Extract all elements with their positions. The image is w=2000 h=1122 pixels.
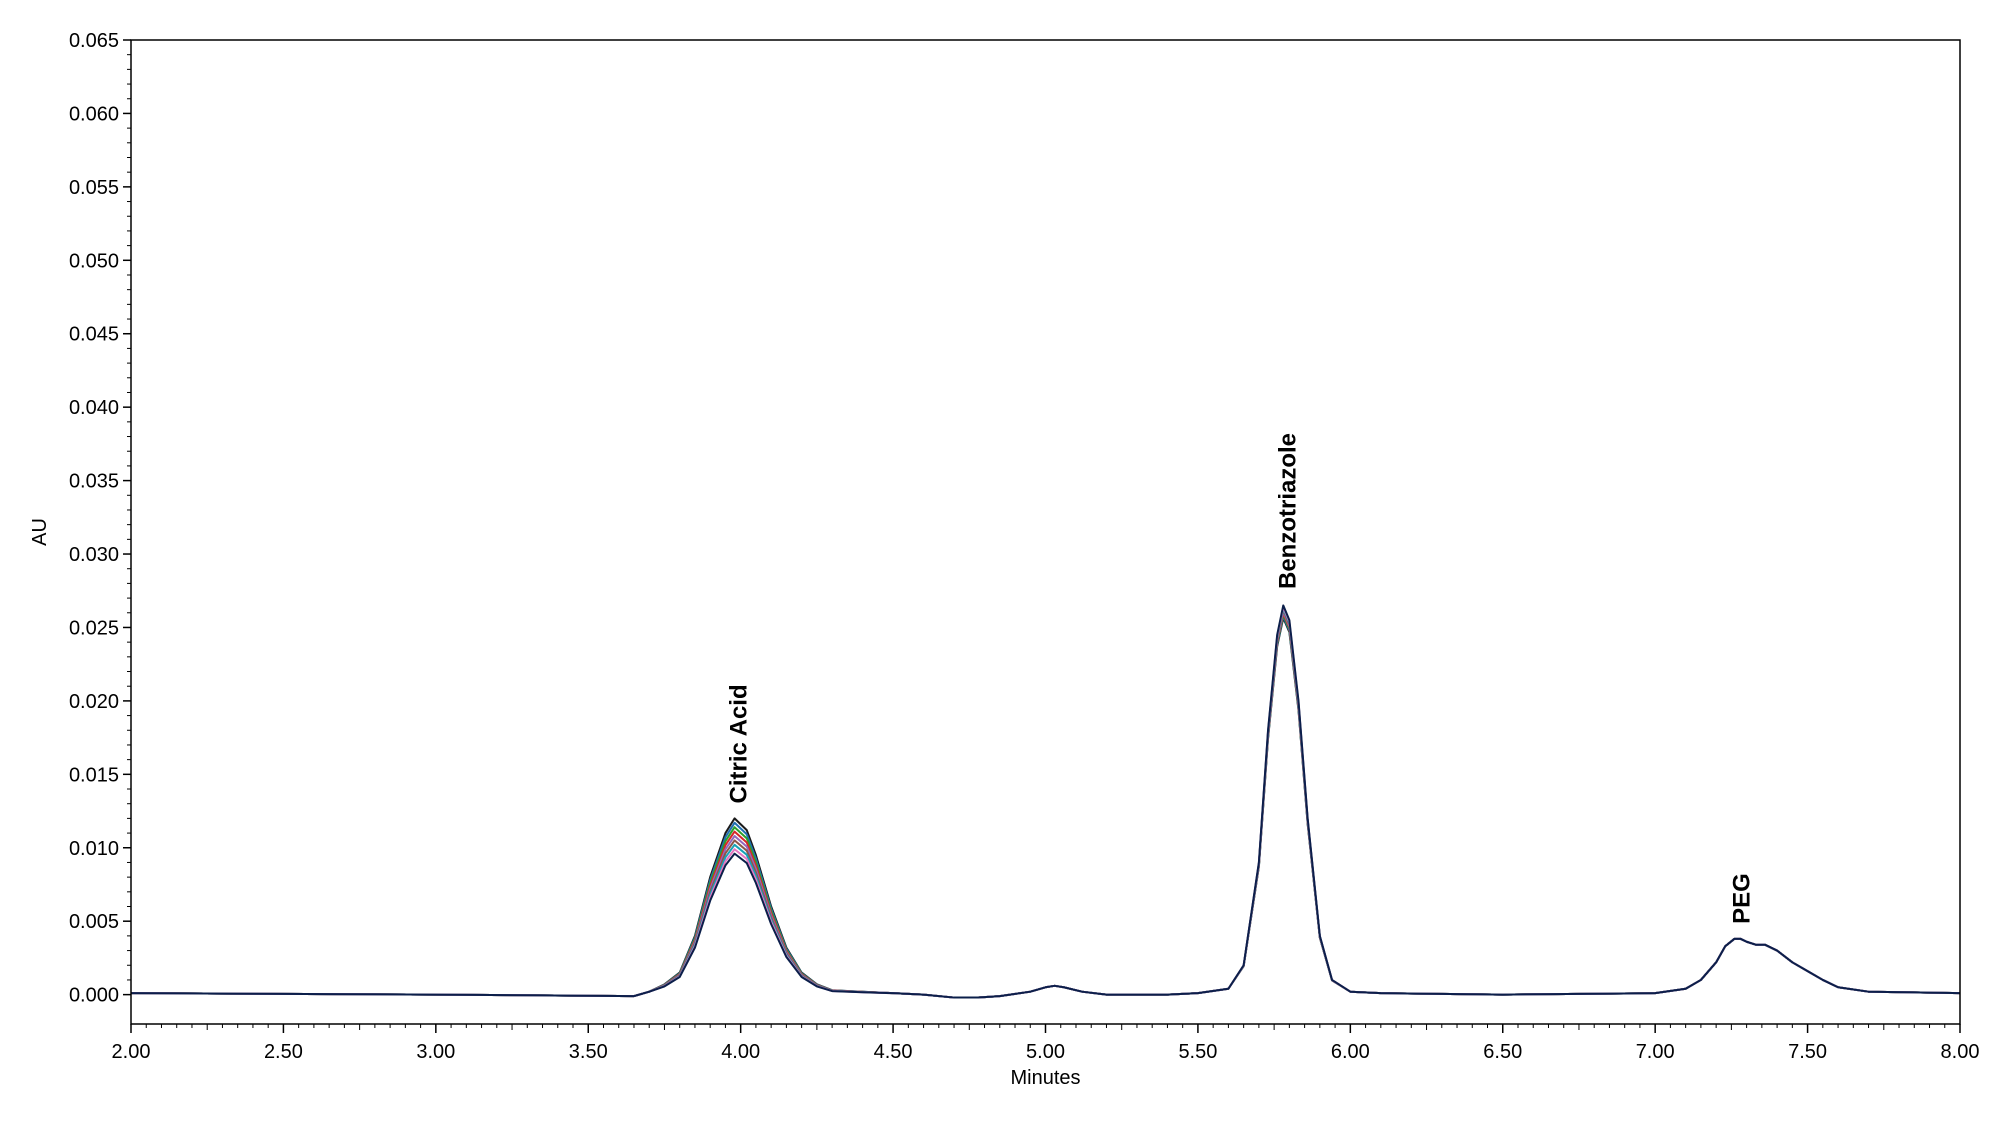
y-tick-label: 0.025 [69,617,119,639]
x-tick-label: 8.00 [1941,1041,1980,1063]
x-tick-label: 4.00 [721,1041,760,1063]
y-tick-label: 0.060 [69,103,119,125]
y-tick-label: 0.055 [69,177,119,199]
y-tick-label: 0.005 [69,911,119,933]
trace-run-9 [130,604,1961,999]
y-tick-label: 0.035 [69,471,119,493]
x-tick-label: 6.50 [1483,1041,1522,1063]
y-tick-label: 0.020 [69,691,119,713]
y-axis-title: AU [29,518,51,546]
x-tick-label: 7.00 [1636,1041,1675,1063]
y-tick-label: 0.000 [69,985,119,1007]
y-tick-label: 0.050 [69,250,119,272]
x-tick-label: 5.50 [1178,1041,1217,1063]
x-tick-label: 3.00 [416,1041,455,1063]
y-axis: 0.000 0.005 0.010 0.015 0.020 0.025 0.030 0.035… [69,30,131,1007]
y-tick-label: 0.045 [69,324,119,346]
peak-label: PEG [1729,873,1756,924]
y-tick-label: 0.015 [69,764,119,786]
x-tick-label: 2.50 [264,1041,303,1063]
peak-label: Citric Acid [726,684,753,803]
x-tick-label: 6.00 [1331,1041,1370,1063]
peak-annotations: Citric Acid Benzotriazole PEG [726,433,1756,924]
peak-label: Benzotriazole [1274,433,1301,589]
y-tick-label: 0.040 [69,397,119,419]
x-axis: 2.00 2.50 3.00 3.50 4.00 4.50 5.00 5.50 6.00 6.50… [112,1024,1980,1063]
x-tick-label: 3.50 [569,1041,608,1063]
y-tick-label: 0.065 [69,30,119,52]
traces-layer [130,604,1961,999]
x-tick-label: 2.00 [112,1041,151,1063]
x-tick-label: 7.50 [1788,1041,1827,1063]
x-tick-label: 5.00 [1026,1041,1065,1063]
y-tick-label: 0.030 [69,544,119,566]
x-tick-label: 4.50 [874,1041,913,1063]
y-tick-label: 0.010 [69,838,119,860]
x-axis-title: Minutes [1010,1067,1080,1089]
